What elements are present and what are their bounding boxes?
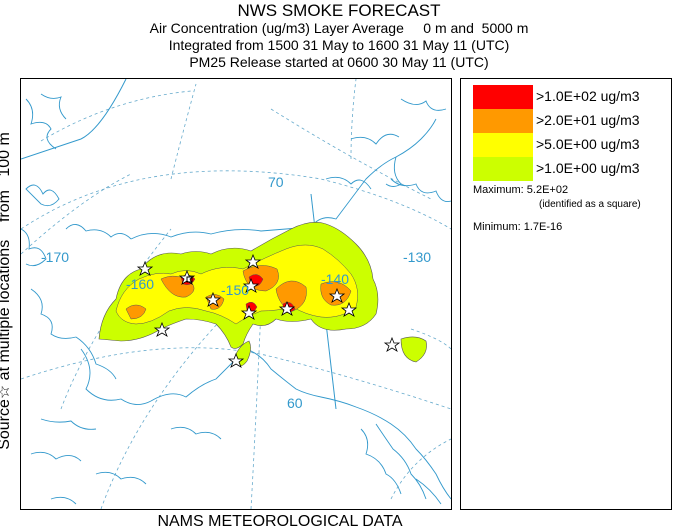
source-markers [136, 253, 401, 368]
met-data-source: NAMS METEOROLOGICAL DATA [157, 513, 403, 530]
legend-label: >1.0E+02 ug/m3 [536, 88, 640, 104]
concentration-legend: >1.0E+02 ug/m3 >2.0E+01 ug/m3 >5.0E+00 u… [460, 78, 672, 510]
lon-label-170: -170 [41, 249, 70, 265]
integration-period: Integrated from 1500 31 May to 1600 31 M… [168, 37, 510, 53]
coastline [21, 93, 451, 505]
legend-swatch [473, 133, 533, 157]
smoke-map: -170 -160 -150 -140 -130 70 60 [20, 78, 452, 510]
minimum-value: Minimum: 1.7E-16 [473, 221, 563, 233]
legend-label: >2.0E+01 ug/m3 [536, 112, 640, 128]
source-location-label: Source☆ at multiple locations from 100 m [0, 132, 13, 450]
lon-label-150: -150 [221, 282, 250, 298]
lon-label-140: -140 [321, 271, 350, 287]
release-info: PM25 Release started at 0600 30 May 11 (… [189, 54, 489, 70]
legend-label: >1.0E+00 ug/m3 [536, 160, 640, 176]
legend-entry: >1.0E+00 ug/m3 [473, 157, 669, 181]
maximum-square [186, 276, 193, 283]
legend-entry: >1.0E+02 ug/m3 [473, 85, 669, 109]
lon-label-160: -160 [126, 276, 155, 292]
legend-entry: >5.0E+00 ug/m3 [473, 133, 669, 157]
legend-label: >5.0E+00 ug/m3 [536, 136, 640, 152]
map-canvas [21, 79, 451, 509]
legend-swatch [473, 157, 533, 181]
concentration-subtitle: Air Concentration (ug/m3) Layer Average … [149, 20, 529, 36]
legend-entry: >2.0E+01 ug/m3 [473, 109, 669, 133]
forecast-title: NWS SMOKE FORECAST [237, 1, 441, 20]
maximum-value: Maximum: 5.2E+02 [473, 184, 569, 196]
legend-swatch [473, 109, 533, 133]
lon-label-130: -130 [403, 249, 432, 265]
smoke-plume [98, 222, 427, 367]
lat-label-60: 60 [287, 395, 303, 411]
maximum-note: (identified as a square) [539, 199, 641, 210]
lat-label-70: 70 [268, 174, 284, 190]
legend-swatch [473, 85, 533, 109]
